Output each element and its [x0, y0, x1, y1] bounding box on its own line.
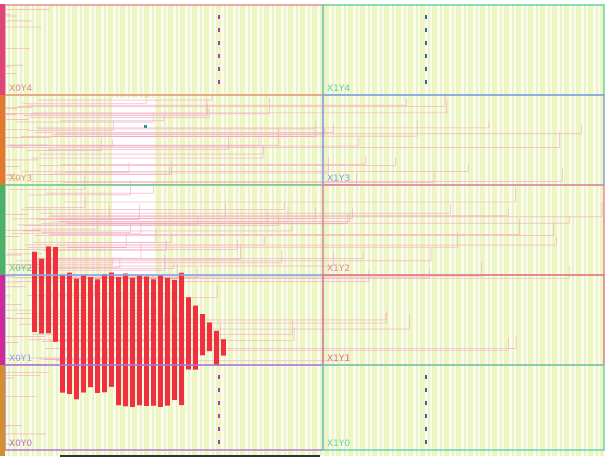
io-cell: [218, 54, 220, 58]
cell-column: [137, 275, 142, 405]
cell-column: [32, 252, 37, 332]
cell-column: [46, 246, 51, 333]
cell-column: [53, 247, 58, 342]
io-cell: [425, 67, 427, 71]
cell-column: [109, 273, 114, 387]
io-cell: [218, 41, 220, 45]
cell-column: [123, 274, 128, 407]
edge-bar: [0, 4, 5, 95]
io-cell: [218, 28, 220, 32]
cell-column: [81, 275, 86, 392]
cell-column: [39, 259, 44, 334]
io-cell: [425, 440, 427, 444]
region-label: X1Y0: [327, 439, 350, 449]
io-cell: [218, 427, 220, 431]
io-cell: [218, 15, 220, 19]
cell-column: [172, 280, 177, 400]
edge-bar: [0, 95, 5, 185]
cell-column: [186, 297, 191, 369]
io-cell: [425, 401, 427, 405]
cell-column: [95, 279, 100, 393]
cell-column: [151, 279, 156, 406]
io-cell: [218, 388, 220, 392]
region-label: X1Y1: [327, 354, 350, 364]
region-label: X0Y4: [9, 84, 32, 94]
device-view: X0Y4 X1Y4 X0Y3 X1Y3 X0Y2 X1Y2 X0Y1 X1Y1 X0Y0 X1Y0: [0, 0, 606, 462]
cell-column: [88, 277, 93, 387]
cell-column: [165, 278, 170, 406]
cell-column: [207, 322, 212, 351]
cell-column: [60, 275, 65, 393]
io-cell: [425, 414, 427, 418]
cell-column: [200, 314, 205, 355]
edge-bar: [0, 185, 5, 275]
cell-column: [144, 277, 149, 406]
cell-column: [221, 339, 226, 355]
io-cell: [218, 80, 220, 84]
cell-column: [67, 273, 72, 394]
region-label: X0Y3: [9, 174, 32, 184]
io-cell: [425, 388, 427, 392]
cell-column: [158, 275, 163, 407]
io-cell: [218, 401, 220, 405]
io-cell: [218, 440, 220, 444]
io-cell: [425, 54, 427, 58]
cell-column: [179, 273, 184, 405]
edge-bar: [0, 275, 5, 365]
io-cell: [218, 375, 220, 379]
fabric: [5, 4, 604, 456]
io-cell: [425, 427, 427, 431]
region-label: X1Y2: [327, 264, 350, 274]
io-cell: [425, 375, 427, 379]
region-label: X0Y1: [9, 354, 32, 364]
cell-column: [116, 277, 121, 405]
io-cell: [425, 80, 427, 84]
cell-column: [214, 331, 219, 366]
region-label: X0Y2: [9, 264, 32, 274]
region-label: X1Y3: [327, 174, 350, 184]
io-cell: [425, 15, 427, 19]
region-label: X1Y4: [327, 84, 350, 94]
cell: [144, 125, 147, 128]
cell-column: [193, 306, 198, 370]
io-cell: [425, 28, 427, 32]
io-cell: [425, 41, 427, 45]
cell-column: [130, 278, 135, 407]
edge-bar: [0, 365, 5, 456]
io-cell: [218, 67, 220, 71]
region-label: X0Y0: [9, 439, 32, 449]
cell-column: [102, 274, 107, 392]
io-cell: [218, 414, 220, 418]
cell-column: [74, 279, 79, 400]
